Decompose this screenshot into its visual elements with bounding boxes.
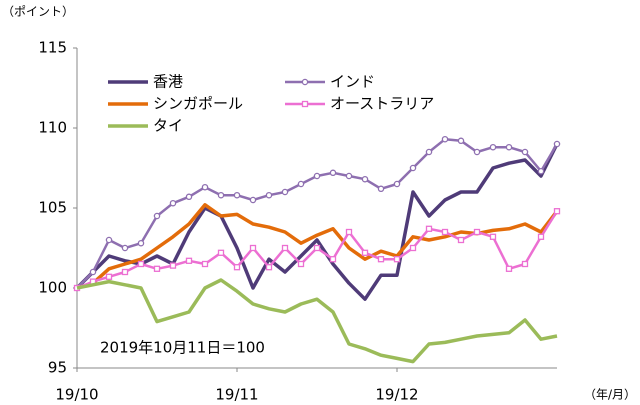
point xyxy=(409,244,417,252)
point xyxy=(361,175,369,183)
point xyxy=(553,140,561,148)
point xyxy=(217,249,225,256)
point xyxy=(505,143,513,151)
point xyxy=(201,260,209,268)
point xyxy=(553,208,561,215)
point xyxy=(217,191,225,199)
point xyxy=(377,256,385,263)
legend-label: 香港 xyxy=(153,73,183,91)
point xyxy=(105,273,113,280)
point xyxy=(393,256,401,263)
point xyxy=(457,236,465,244)
point xyxy=(153,265,161,272)
point xyxy=(489,233,497,240)
x-tick-label: 19/10 xyxy=(55,386,98,404)
point xyxy=(233,264,241,271)
y-tick-label: 95 xyxy=(48,359,67,377)
x-tick-label: 19/11 xyxy=(215,386,258,404)
point xyxy=(249,196,257,204)
point xyxy=(121,268,129,276)
point xyxy=(169,199,177,207)
point xyxy=(409,164,417,172)
point xyxy=(105,236,113,244)
point xyxy=(137,239,145,247)
annotation: 2019年10月11日＝100 xyxy=(100,339,265,357)
y-tick-label: 100 xyxy=(38,279,67,297)
y-tick-label: 115 xyxy=(38,39,67,57)
point xyxy=(185,193,193,201)
y-tick-label: 105 xyxy=(38,199,67,217)
point xyxy=(313,244,321,252)
legend-label: インド xyxy=(330,73,375,91)
point xyxy=(233,191,241,199)
point xyxy=(297,180,305,188)
point xyxy=(457,137,465,145)
point xyxy=(185,257,193,264)
point xyxy=(137,260,145,268)
point xyxy=(345,228,353,236)
x-tick-label: 19/12 xyxy=(375,386,418,404)
point xyxy=(537,167,545,175)
point xyxy=(377,185,385,193)
point xyxy=(281,188,289,196)
y-tick-label: 110 xyxy=(38,119,67,137)
point xyxy=(329,169,337,177)
legend-label: シンガポール xyxy=(153,95,243,113)
point xyxy=(521,148,529,156)
point xyxy=(425,148,433,156)
point xyxy=(121,244,129,252)
point xyxy=(345,172,353,180)
legend-marker xyxy=(301,100,309,108)
point xyxy=(473,228,481,236)
legend-label: オーストラリア xyxy=(330,95,434,113)
legend-marker xyxy=(301,78,309,86)
point xyxy=(521,260,529,268)
point xyxy=(169,262,177,269)
point xyxy=(473,148,481,156)
point xyxy=(361,249,369,256)
y-axis-label: （ポイント） xyxy=(2,5,74,19)
x-axis-label: （年/月） xyxy=(584,388,636,402)
point xyxy=(249,244,257,252)
point xyxy=(265,191,273,199)
point xyxy=(329,256,337,263)
point xyxy=(425,225,433,232)
point xyxy=(441,228,449,236)
point xyxy=(441,135,449,143)
point xyxy=(297,260,305,268)
point xyxy=(281,244,289,252)
point xyxy=(505,265,513,272)
point xyxy=(537,233,545,240)
point xyxy=(393,180,401,188)
point xyxy=(265,264,273,271)
point xyxy=(489,143,497,151)
point xyxy=(153,212,161,220)
point xyxy=(313,172,321,180)
point xyxy=(89,268,97,276)
legend-label: タイ xyxy=(153,117,183,135)
series-line xyxy=(75,143,559,301)
series-line xyxy=(76,278,558,364)
point xyxy=(201,183,209,191)
